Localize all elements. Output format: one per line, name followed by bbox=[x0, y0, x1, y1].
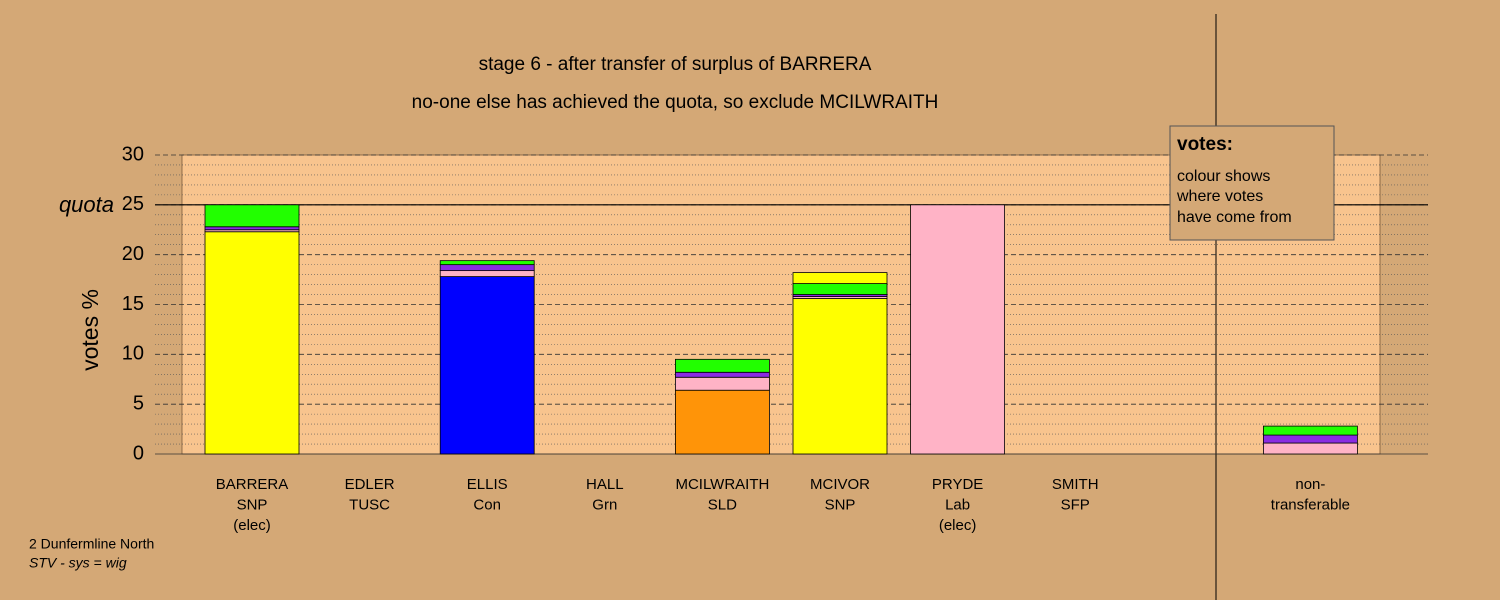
x-tick-label: non- bbox=[1295, 476, 1325, 493]
bar-segment bbox=[675, 371, 770, 378]
x-tick-label: EDLER bbox=[345, 476, 395, 493]
chart-title: stage 6 - after transfer of surplus of B… bbox=[479, 54, 872, 75]
x-tick-label: SMITH bbox=[1052, 476, 1099, 493]
x-tick-label: Grn bbox=[592, 496, 617, 513]
x-tick-label: SNP bbox=[237, 496, 268, 513]
x-tick-label: ELLIS bbox=[467, 476, 508, 493]
bar-segment bbox=[675, 358, 770, 373]
y-tick-label: 25 bbox=[122, 193, 144, 215]
x-tick-label: transferable bbox=[1271, 496, 1350, 513]
bar-segment bbox=[1263, 442, 1358, 455]
bar-segment bbox=[204, 204, 300, 228]
bar-segment bbox=[439, 270, 535, 277]
bars: BARRERA SNP (elec) EDLER TUSC ELLIS Con HALL Grn… bbox=[204, 204, 1358, 534]
legend-text: have come from bbox=[1177, 209, 1292, 226]
x-tick-label: HALL bbox=[586, 476, 624, 493]
y-tick-label: 0 bbox=[133, 442, 144, 464]
y-tick-label: 30 bbox=[122, 143, 144, 165]
bar-segment bbox=[439, 264, 535, 272]
bar-segment bbox=[792, 272, 888, 284]
chart-subtitle: no-one else has achieved the quota, so e… bbox=[412, 92, 939, 113]
x-tick-label: PRYDE bbox=[932, 476, 983, 493]
y-tick-label: 5 bbox=[133, 392, 144, 414]
bar-segment bbox=[792, 283, 888, 295]
y-tick-label: 10 bbox=[122, 343, 144, 365]
quota-label: quota bbox=[59, 192, 114, 217]
legend-text: colour shows bbox=[1177, 168, 1270, 185]
footer-text: 2 Dunfermline North bbox=[29, 536, 154, 552]
bar-segment bbox=[675, 389, 770, 455]
bar-segment bbox=[439, 260, 535, 266]
bar-segment bbox=[1263, 434, 1358, 444]
bar-segment bbox=[792, 298, 888, 455]
y-axis-label: votes % bbox=[77, 289, 103, 371]
x-tick-label: Lab bbox=[945, 496, 970, 513]
bar-segment bbox=[204, 231, 300, 455]
bar-segment bbox=[1263, 425, 1358, 436]
x-tick-label: MCILWRAITH bbox=[675, 476, 769, 493]
legend-text: where votes bbox=[1176, 188, 1263, 205]
y-tick-label: 15 bbox=[122, 293, 144, 315]
x-tick-label: TUSC bbox=[349, 496, 390, 513]
x-tick-label: SFP bbox=[1061, 496, 1090, 513]
bar-segment bbox=[675, 376, 770, 391]
footer-text: STV - sys = wig bbox=[29, 555, 127, 571]
x-tick-label: SLD bbox=[708, 496, 737, 513]
x-tick-label: MCIVOR bbox=[810, 476, 870, 493]
bar-segment bbox=[910, 204, 1005, 455]
x-tick-label: (elec) bbox=[939, 517, 977, 534]
x-tick-label: SNP bbox=[825, 496, 856, 513]
bar-segment bbox=[439, 276, 535, 455]
x-tick-label: BARRERA bbox=[216, 476, 289, 493]
x-tick-label: (elec) bbox=[233, 517, 271, 534]
y-tick-label: 20 bbox=[122, 243, 144, 265]
legend-box bbox=[1169, 125, 1335, 241]
legend-title: votes: bbox=[1177, 134, 1233, 155]
x-tick-label: Con bbox=[473, 496, 501, 513]
bar-segment bbox=[204, 226, 300, 231]
